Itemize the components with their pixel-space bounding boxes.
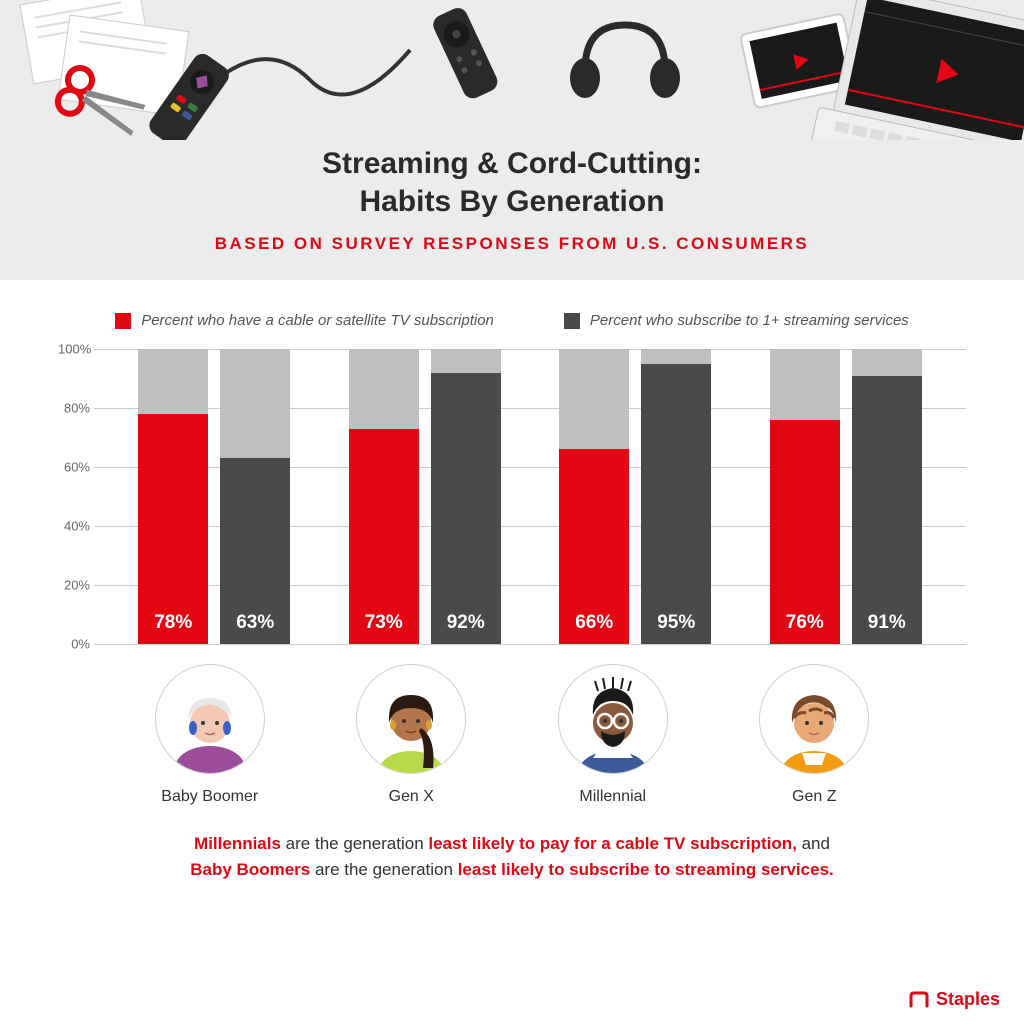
- y-axis-label: 100%: [58, 342, 90, 357]
- header-devices-illustration: [0, 0, 1024, 140]
- avatar-label: Millennial: [523, 788, 703, 806]
- avatar-row: Baby Boomer Gen X Millennial Gen Z: [58, 664, 966, 806]
- bar-streaming: 91%: [852, 376, 922, 644]
- bar-cable: 76%: [770, 420, 840, 644]
- bar-streaming: 95%: [641, 364, 711, 644]
- caption-part: are the generation: [310, 860, 457, 879]
- caption-part: Millennials: [194, 834, 281, 853]
- bar-group: 78%63%: [124, 349, 304, 644]
- bar-cable: 78%: [138, 414, 208, 644]
- legend-swatch: [564, 313, 580, 329]
- bar-chart: 0%20%40%60%80%100%78%63%73%92%66%95%76%9…: [58, 349, 966, 644]
- insight-caption: Millennials are the generation least lik…: [0, 831, 1024, 884]
- bar-wrap: 91%: [852, 349, 922, 644]
- bar-cable: 66%: [559, 449, 629, 644]
- avatar-label: Gen Z: [724, 788, 904, 806]
- legend-label: Percent who have a cable or satellite TV…: [141, 312, 494, 329]
- bar-cable: 73%: [349, 429, 419, 644]
- legend-label: Percent who subscribe to 1+ streaming se…: [590, 312, 909, 329]
- avatar-icon: [558, 664, 668, 774]
- avatar-icon: [356, 664, 466, 774]
- bar-group: 66%95%: [545, 349, 725, 644]
- staple-icon: [908, 991, 930, 1009]
- bar-wrap: 73%: [349, 349, 419, 644]
- avatar-group: Gen X: [321, 664, 501, 806]
- bar-wrap: 78%: [138, 349, 208, 644]
- bar-group: 73%92%: [335, 349, 515, 644]
- bar-wrap: 76%: [770, 349, 840, 644]
- legend-swatch: [115, 313, 131, 329]
- page-subtitle: BASED ON SURVEY RESPONSES FROM U.S. CONS…: [0, 234, 1024, 254]
- bar-wrap: 95%: [641, 349, 711, 644]
- bar-group: 76%91%: [756, 349, 936, 644]
- avatar-label: Gen X: [321, 788, 501, 806]
- logo-text: Staples: [936, 989, 1000, 1010]
- avatar-group: Millennial: [523, 664, 703, 806]
- avatar-label: Baby Boomer: [120, 788, 300, 806]
- y-axis-label: 40%: [58, 519, 90, 534]
- y-axis-label: 0%: [58, 637, 90, 652]
- caption-part: least likely to pay for a cable TV subsc…: [428, 834, 796, 853]
- header-banner: Streaming & Cord-Cutting:Habits By Gener…: [0, 0, 1024, 280]
- legend-item-cable: Percent who have a cable or satellite TV…: [115, 312, 494, 329]
- avatar-group: Gen Z: [724, 664, 904, 806]
- bar-wrap: 92%: [431, 349, 501, 644]
- y-axis-label: 80%: [58, 401, 90, 416]
- y-axis-label: 60%: [58, 460, 90, 475]
- caption-part: least likely to subscribe to streaming s…: [458, 860, 834, 879]
- avatar-group: Baby Boomer: [120, 664, 300, 806]
- avatar-icon: [155, 664, 265, 774]
- caption-part: Baby Boomers: [190, 860, 310, 879]
- caption-part: and: [797, 834, 830, 853]
- page-title: Streaming & Cord-Cutting:Habits By Gener…: [0, 145, 1024, 220]
- caption-part: are the generation: [281, 834, 428, 853]
- avatar-icon: [759, 664, 869, 774]
- bar-wrap: 63%: [220, 349, 290, 644]
- bar-streaming: 92%: [431, 373, 501, 644]
- bar-wrap: 66%: [559, 349, 629, 644]
- legend-item-streaming: Percent who subscribe to 1+ streaming se…: [564, 312, 909, 329]
- y-axis-label: 20%: [58, 578, 90, 593]
- staples-logo: Staples: [908, 989, 1000, 1010]
- chart-legend: Percent who have a cable or satellite TV…: [0, 312, 1024, 329]
- bar-streaming: 63%: [220, 458, 290, 644]
